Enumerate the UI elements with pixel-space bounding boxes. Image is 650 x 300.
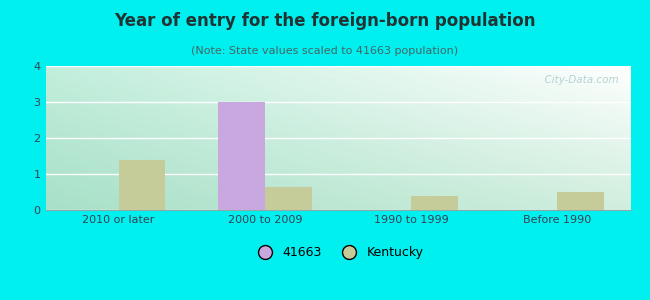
- Bar: [265, 187, 311, 210]
- Bar: [218, 102, 265, 210]
- Bar: [118, 160, 165, 210]
- Bar: [411, 196, 458, 210]
- Text: City-Data.com: City-Data.com: [538, 75, 619, 85]
- Text: Year of entry for the foreign-born population: Year of entry for the foreign-born popul…: [114, 12, 536, 30]
- Text: (Note: State values scaled to 41663 population): (Note: State values scaled to 41663 popu…: [192, 46, 458, 56]
- Bar: [558, 192, 604, 210]
- Legend: 41663, Kentucky: 41663, Kentucky: [247, 241, 429, 264]
